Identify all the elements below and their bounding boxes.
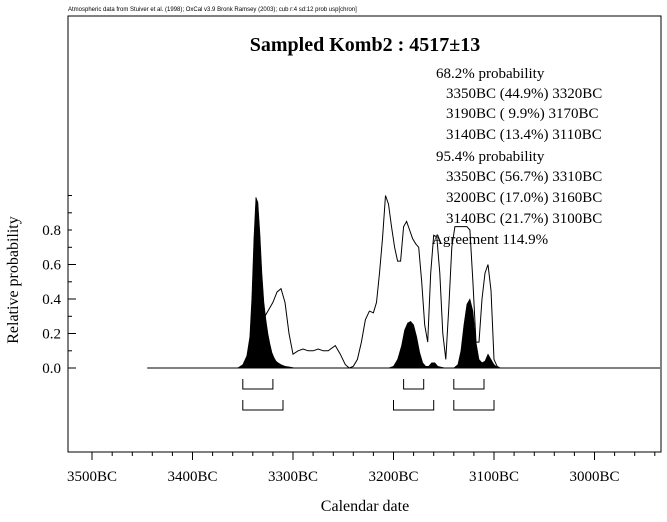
prior-distribution-line [147, 195, 660, 369]
p95-range-2: 3200BC (17.0%) 3160BC [446, 190, 602, 206]
range-bar-95 [242, 400, 284, 411]
p95-range-3: 3140BC (21.7%) 3100BC [446, 211, 602, 227]
x-tick-label: 3200BC [368, 469, 418, 485]
y-tick-label: 0.4 [42, 292, 61, 308]
x-tick-label: 3000BC [569, 469, 619, 485]
range-bars [242, 379, 495, 411]
x-axis: 3500BC3400BC3300BC3200BC3100BC3000BC2900… [67, 452, 656, 485]
range-bar-95 [453, 400, 495, 411]
plot-frame [67, 15, 662, 453]
p68-heading: 68.2% probability [436, 66, 545, 82]
p68-range-3: 3140BC (13.4%) 3110BC [446, 127, 602, 143]
range-bar-68 [453, 379, 485, 390]
agreement-label: Agreement 114.9% [432, 232, 548, 248]
p95-range-1: 3350BC (56.7%) 3310BC [446, 169, 602, 185]
y-axis-label: Relative probability [5, 216, 22, 344]
range-bar-68 [242, 379, 274, 390]
x-tick-label: 3400BC [167, 469, 217, 485]
x-axis-label: Calendar date [321, 498, 409, 515]
x-tick-label: 3300BC [268, 469, 318, 485]
y-tick-label: 0.2 [42, 327, 61, 343]
y-tick-label: 0.8 [42, 223, 61, 239]
header-note: Atmospheric data from Stuiver et al. (19… [68, 7, 357, 13]
y-tick-label: 0.0 [42, 361, 61, 377]
range-bar-95 [393, 400, 435, 411]
posterior-distribution-area [236, 197, 499, 369]
y-tick-label: 0.6 [42, 258, 61, 274]
series-layer [147, 195, 660, 369]
probability-annotations: 68.2% probability 3350BC (44.9%) 3320BC … [432, 66, 602, 248]
p95-heading: 95.4% probability [436, 149, 545, 165]
x-tick-label: 3100BC [469, 469, 519, 485]
y-axis: 0.0 0.2 0.4 0.6 0.8 [42, 195, 76, 377]
p68-range-1: 3350BC (44.9%) 3320BC [446, 86, 602, 102]
p68-range-2: 3190BC ( 9.9%) 3170BC [446, 106, 599, 122]
chart-title: Sampled Komb2 : 4517±13 [250, 34, 480, 56]
range-bar-68 [403, 379, 425, 390]
x-tick-label: 3500BC [67, 469, 117, 485]
